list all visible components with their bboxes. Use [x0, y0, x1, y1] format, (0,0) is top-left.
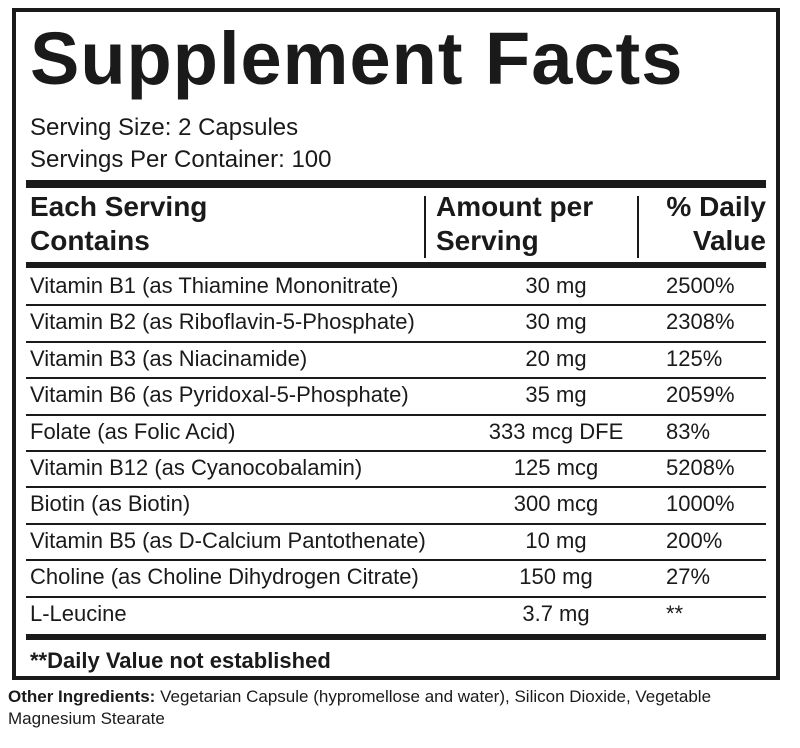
- nutrient-name: Vitamin B6 (as Pyridoxal-5-Phosphate): [30, 382, 409, 408]
- daily-value: 200%: [666, 527, 723, 553]
- daily-value: 2500%: [666, 273, 735, 298]
- amount: 150 mg: [519, 564, 593, 590]
- column-separator: [637, 196, 639, 258]
- amount: 125 mcg: [513, 455, 599, 480]
- daily-value: 5208%: [666, 455, 735, 480]
- column-header: % Daily Value: [666, 191, 766, 256]
- nutrient-name: Biotin (as Biotin): [30, 491, 191, 517]
- other-ingredients-label: Other Ingredients:: [8, 687, 156, 706]
- row-rule: [26, 304, 766, 307]
- daily-value: **: [666, 600, 684, 626]
- nutrient-name: Vitamin B2 (as Riboflavin-5-Phosphate): [30, 309, 415, 335]
- nutrient-name: Vitamin B12 (as Cyanocobalamin): [30, 455, 363, 480]
- column-separator: [424, 196, 426, 258]
- column-header: Each Serving Contains: [30, 191, 208, 256]
- nutrient-name: L-Leucine: [30, 600, 127, 626]
- daily-value: 83%: [666, 418, 711, 444]
- servings-per-container: Servings Per Container: 100: [30, 146, 332, 173]
- nutrient-name: Vitamin B5 (as D-Calcium Pantothenate): [30, 527, 426, 553]
- daily-value: 2308%: [666, 309, 735, 335]
- amount: 300 mcg: [513, 491, 599, 517]
- amount: 30 mg: [525, 309, 587, 335]
- row-rule: [26, 450, 766, 452]
- label-box: Supplement Facts Serving Size: 2 Capsule…: [12, 8, 780, 680]
- nutrient-name: Vitamin B1 (as Thiamine Mononitrate): [30, 273, 399, 298]
- nutrient-name: Folate (as Folic Acid): [30, 418, 236, 444]
- thick-rule: [26, 180, 766, 188]
- other-ingredients: Other Ingredients: Vegetarian Capsule (h…: [8, 686, 798, 730]
- daily-value: 1000%: [666, 491, 735, 517]
- nutrient-name: Vitamin B3 (as Niacinamide): [30, 345, 308, 371]
- row-rule: [26, 377, 766, 380]
- row-rule: [26, 340, 766, 343]
- amount: 333 mcg DFE: [488, 418, 624, 444]
- daily-value: 27%: [666, 564, 711, 590]
- nutrient-name: Choline (as Choline Dihydrogen Citrate): [30, 564, 419, 590]
- amount: 20 mg: [525, 345, 587, 371]
- other-ingredients-text: Vegetarian Capsule (hypromellose and wat…: [8, 687, 712, 728]
- amount: 35 mg: [525, 382, 587, 408]
- thick-rule: [26, 262, 766, 268]
- amount: 30 mg: [525, 273, 587, 298]
- daily-value: 2059%: [666, 382, 735, 408]
- row-rule: [26, 559, 766, 562]
- serving-size: Serving Size: 2 Capsules: [30, 114, 299, 141]
- title: Supplement Facts: [30, 17, 684, 100]
- row-rule: [26, 522, 766, 525]
- row-rule: [26, 595, 766, 598]
- thick-rule: [26, 634, 766, 640]
- footnote: **Daily Value not established: [30, 648, 331, 673]
- amount: 3.7 mg: [522, 600, 590, 626]
- row-rule: [26, 413, 766, 416]
- row-rule: [26, 486, 766, 489]
- daily-value: 125%: [666, 345, 723, 371]
- column-header: Amount per Serving: [436, 191, 594, 256]
- amount: 10 mg: [525, 527, 587, 553]
